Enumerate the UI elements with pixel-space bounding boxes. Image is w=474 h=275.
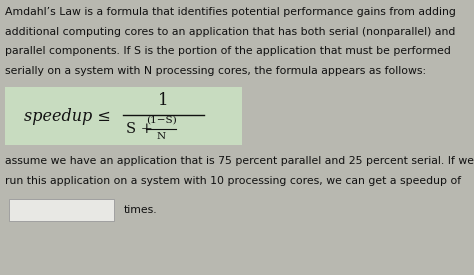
Text: 1: 1 (158, 92, 169, 109)
Text: parallel components. If S is the portion of the application that must be perform: parallel components. If S is the portion… (5, 46, 451, 56)
Text: run this application on a system with 10 processing cores, we can get a speedup : run this application on a system with 10… (5, 176, 461, 186)
Text: serially on a system with N processing cores, the formula appears as follows:: serially on a system with N processing c… (5, 66, 426, 76)
Text: Amdahl’s Law is a formula that identifies potential performance gains from addin: Amdahl’s Law is a formula that identifie… (5, 7, 456, 17)
Text: (1−S): (1−S) (146, 116, 176, 125)
FancyBboxPatch shape (5, 87, 242, 145)
Text: times.: times. (123, 205, 157, 214)
Text: S +: S + (126, 122, 153, 136)
Text: assume we have an application that is 75 percent parallel and 25 percent serial.: assume we have an application that is 75… (5, 156, 474, 166)
Text: speedup ≤: speedup ≤ (24, 108, 110, 125)
Text: N: N (156, 133, 166, 141)
FancyBboxPatch shape (9, 199, 114, 221)
Text: additional computing cores to an application that has both serial (nonparallel) : additional computing cores to an applica… (5, 27, 455, 37)
